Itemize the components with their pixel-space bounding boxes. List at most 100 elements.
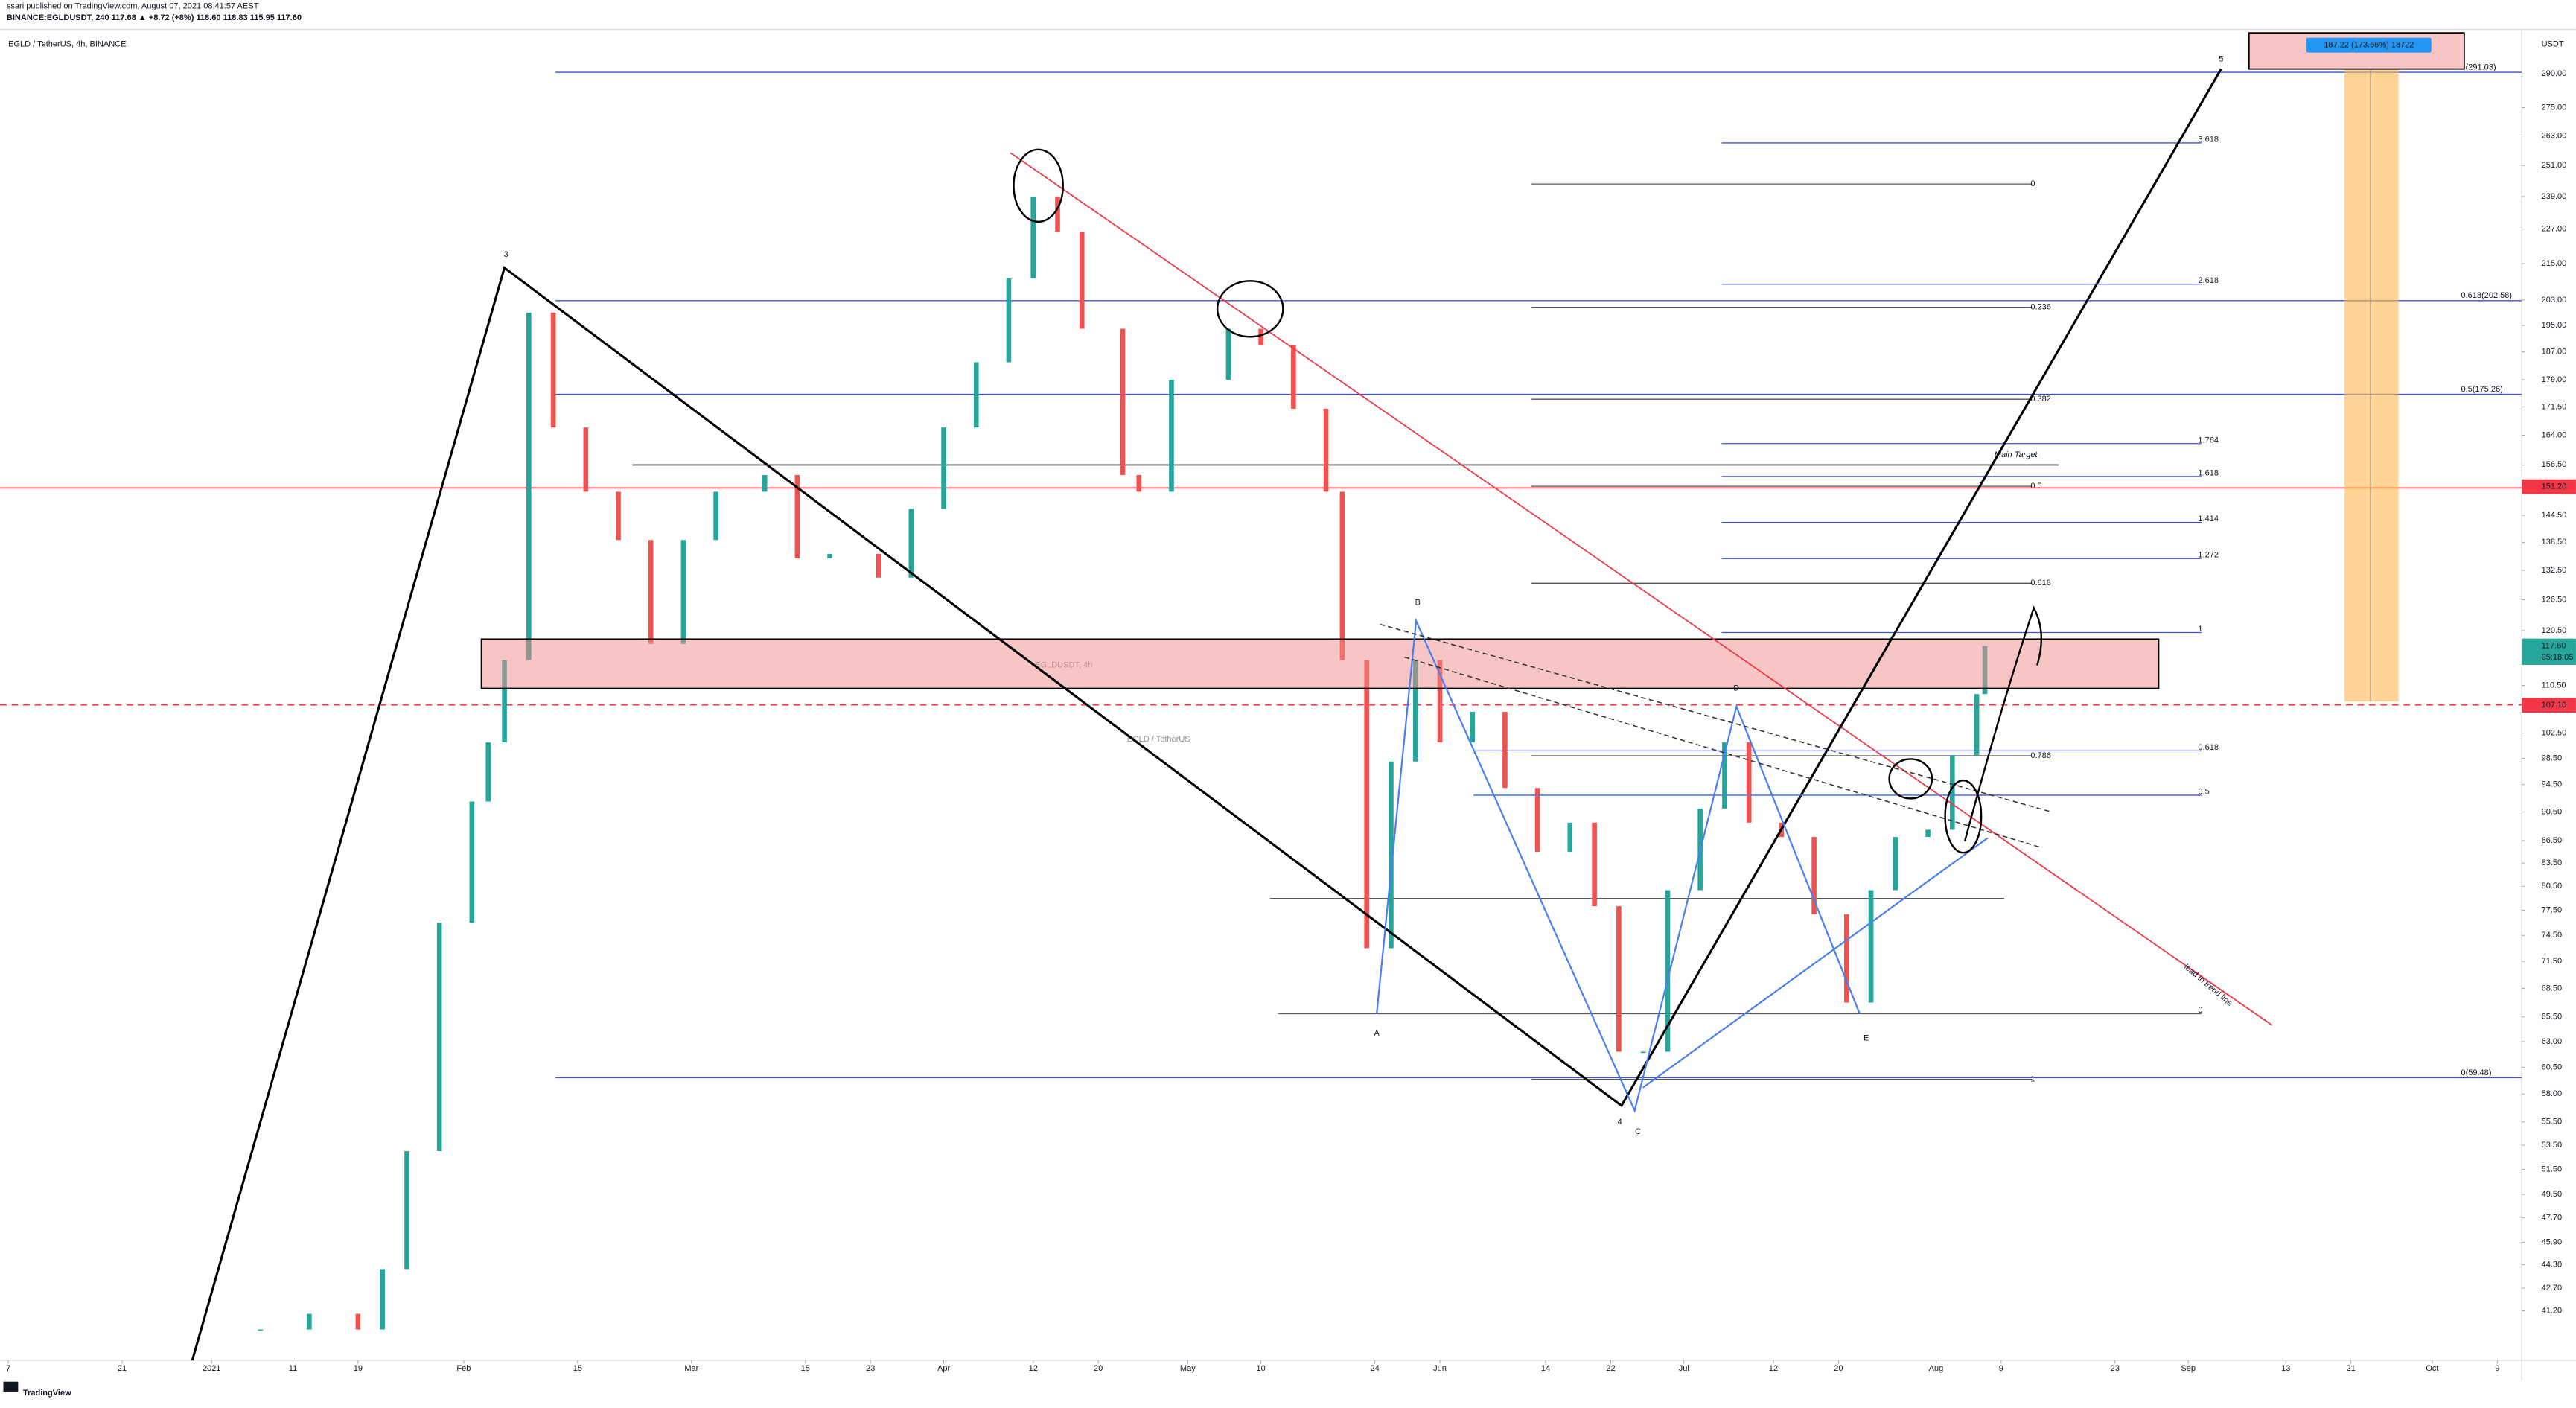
wave-label: 3 (504, 250, 508, 259)
candle (1120, 328, 1126, 476)
x-tick-label: 23 (2111, 1364, 2120, 1373)
candle (1291, 345, 1296, 409)
fib-label: 0.618 (2030, 579, 2051, 587)
y-tick-label: 138.50 (2542, 538, 2567, 547)
x-tick-label: 11 (289, 1364, 297, 1373)
candle (941, 427, 946, 509)
pattern-label: C (1635, 1127, 1641, 1136)
price-label: 151.20 (2542, 482, 2567, 491)
y-tick-label: 179.00 (2542, 375, 2567, 384)
price-label-bg (2522, 698, 2576, 713)
x-tick-label: 19 (354, 1364, 363, 1373)
candle (1030, 196, 1036, 279)
highlight-circle (1216, 280, 1284, 338)
candle (1925, 829, 1931, 838)
y-tick-label: 110.50 (2542, 681, 2566, 690)
candle (380, 1269, 385, 1330)
pattern-label: A (1374, 1029, 1380, 1038)
y-tick-label: 132.50 (2542, 566, 2567, 575)
x-tick-label: 23 (866, 1364, 875, 1373)
y-tick-label: 251.00 (2542, 161, 2567, 170)
fib-label: 1.764 (2198, 436, 2219, 445)
axis-unit: USDT (2542, 39, 2564, 48)
x-tick-label: 12 (1769, 1364, 1778, 1373)
fib-label: 0 (2198, 1006, 2202, 1015)
fib-label: 1 (2198, 625, 2202, 634)
fib-label: 0.5 (2030, 482, 2041, 491)
x-tick-label: May (1180, 1364, 1196, 1373)
x-tick-label: Feb (456, 1364, 471, 1373)
candle (258, 1329, 264, 1331)
candle (1389, 761, 1394, 949)
candle (1640, 1051, 1646, 1054)
fib-label: 0.382 (2030, 395, 2051, 404)
y-tick-label: 60.50 (2542, 1063, 2563, 1071)
fib-label: 0.5(175.26) (2461, 385, 2502, 394)
y-tick-label: 239.00 (2542, 192, 2567, 201)
fib-label: 0 (2030, 179, 2035, 188)
y-tick-label: 49.50 (2542, 1190, 2563, 1199)
fib-label: 0(59.48) (2461, 1068, 2491, 1077)
x-tick-label: 14 (1541, 1364, 1550, 1373)
fib-label: 0.618 (2198, 743, 2219, 752)
range-label: 187.22 (173.66%) 18722 (2324, 41, 2414, 50)
candle (1811, 837, 1817, 915)
y-tick-label: 86.50 (2542, 836, 2563, 845)
candle (1339, 491, 1345, 660)
dashed-channel (1380, 623, 2051, 812)
candle (713, 491, 718, 541)
candle (648, 540, 654, 644)
candle (1567, 822, 1573, 852)
candle (502, 660, 507, 743)
fib-label: 0.236 (2030, 303, 2051, 312)
candle (1502, 711, 1508, 789)
pattern-label: B (1415, 599, 1421, 608)
y-tick-label: 58.00 (2542, 1089, 2563, 1098)
x-tick-label: 7 (6, 1364, 10, 1373)
candle (1169, 379, 1174, 492)
y-tick-label: 65.50 (2542, 1013, 2563, 1022)
candle (485, 742, 491, 802)
candle (1079, 232, 1085, 329)
wave-label: 4 (1618, 1118, 1622, 1127)
candle (469, 801, 475, 923)
y-tick-label: 51.50 (2542, 1165, 2563, 1173)
fib-label: 1(291.03) (2461, 63, 2496, 71)
candle (550, 312, 556, 428)
x-tick-label: 9 (2495, 1364, 2499, 1373)
x-tick-label: Mar (684, 1364, 698, 1373)
candle (794, 475, 800, 559)
price-label-bg (2522, 479, 2576, 494)
y-tick-label: 74.50 (2542, 931, 2563, 940)
candle (1412, 660, 1418, 762)
countdown: 05:18:05 (2542, 653, 2574, 662)
candle (762, 475, 768, 492)
candle (1592, 822, 1597, 907)
y-tick-label: 47.70 (2542, 1214, 2563, 1223)
y-tick-label: 215.00 (2542, 259, 2567, 268)
y-tick-label: 71.50 (2542, 957, 2563, 966)
x-tick-label: 20 (1094, 1364, 1103, 1373)
y-tick-label: 156.50 (2542, 460, 2567, 469)
fib-label: 0.786 (2030, 751, 2051, 760)
y-tick-label: 187.00 (2542, 348, 2567, 357)
candle (876, 553, 881, 578)
candle (1616, 906, 1622, 1052)
pattern-line (1642, 837, 1989, 1089)
y-tick-label: 102.50 (2542, 728, 2567, 737)
candle (1950, 755, 1955, 830)
candle (973, 362, 979, 428)
fib-label: 1.414 (2198, 515, 2219, 523)
y-tick-label: 44.30 (2542, 1261, 2563, 1270)
x-tick-label: Jun (1433, 1364, 1447, 1373)
candle (1746, 742, 1752, 823)
candle (1364, 660, 1369, 949)
candle (1437, 660, 1443, 743)
candle (526, 312, 532, 660)
price-label: 117.60 (2542, 641, 2566, 650)
candle (1534, 788, 1540, 852)
y-tick-label: 80.50 (2542, 882, 2563, 891)
x-tick-label: 12 (1029, 1364, 1038, 1373)
symbol-line: BINANCE:EGLDUSDT, 240 117.68 ▲ +8.72 (+8… (7, 13, 302, 22)
dashed-channel (1404, 656, 2043, 849)
